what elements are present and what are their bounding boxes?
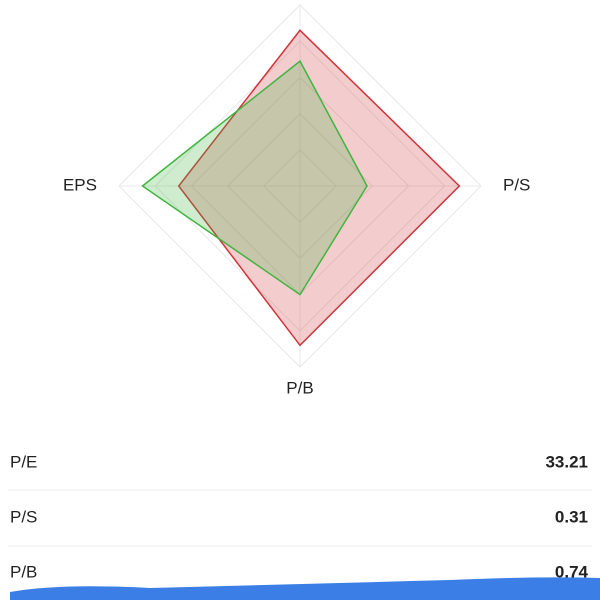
axis-label: P/S [503,175,530,194]
row-value: 0.74 [555,562,589,581]
row-label: P/E [10,452,37,471]
metrics-table: P/E 33.21 P/S 0.31 P/B 0.74 [10,452,589,581]
radar-area [177,29,461,347]
row-value: 0.31 [555,507,588,526]
radar-area [141,59,368,296]
row-label: P/B [10,562,37,581]
axis-label: P/B [286,378,313,397]
row-label: P/S [10,507,37,526]
labels: P/S P/B EPS [63,175,530,397]
row-value: 33.21 [545,452,588,471]
scribble [10,577,600,600]
axis-label: EPS [63,175,97,194]
series-layer [141,29,461,347]
